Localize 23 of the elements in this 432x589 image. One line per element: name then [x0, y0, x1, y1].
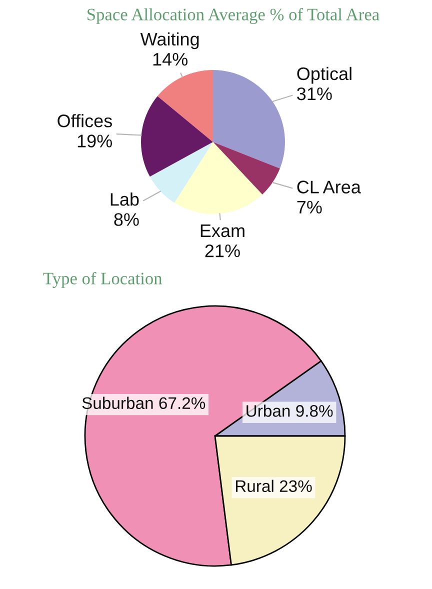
data-label: 7% [297, 200, 322, 214]
pie-slice [141, 96, 213, 177]
pie-slice [150, 142, 213, 203]
slice-label: Rural 23% [236, 480, 312, 492]
data-label: 14% [153, 52, 188, 66]
slice-label: Exam [200, 224, 244, 238]
slice-label: Suburban 67.2% [82, 396, 206, 410]
slice-label: Offices [58, 114, 112, 128]
slice-label: Waiting [140, 32, 199, 50]
pie-slice [213, 142, 280, 194]
data-label: 21% [205, 244, 240, 258]
data-label: 8% [114, 213, 139, 226]
slice-label: Urban 9.8% [246, 404, 333, 417]
chart-title: Type of Location [43, 272, 162, 288]
slice-label: Lab [110, 192, 139, 206]
data-label: 31% [297, 87, 332, 100]
data-label: 19% [78, 134, 112, 148]
pie-slice [174, 142, 262, 214]
pie-slice [158, 70, 213, 142]
slice-label: CL Area [297, 180, 361, 194]
slice-label: Optical [297, 66, 352, 84]
pie-slice [213, 70, 285, 169]
chart-title: Space Allocation Average % of Total Area [88, 8, 380, 24]
